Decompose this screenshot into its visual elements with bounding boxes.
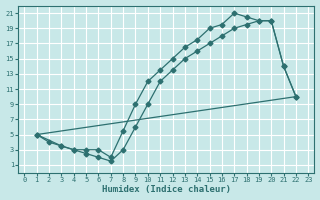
X-axis label: Humidex (Indice chaleur): Humidex (Indice chaleur) — [102, 185, 231, 194]
